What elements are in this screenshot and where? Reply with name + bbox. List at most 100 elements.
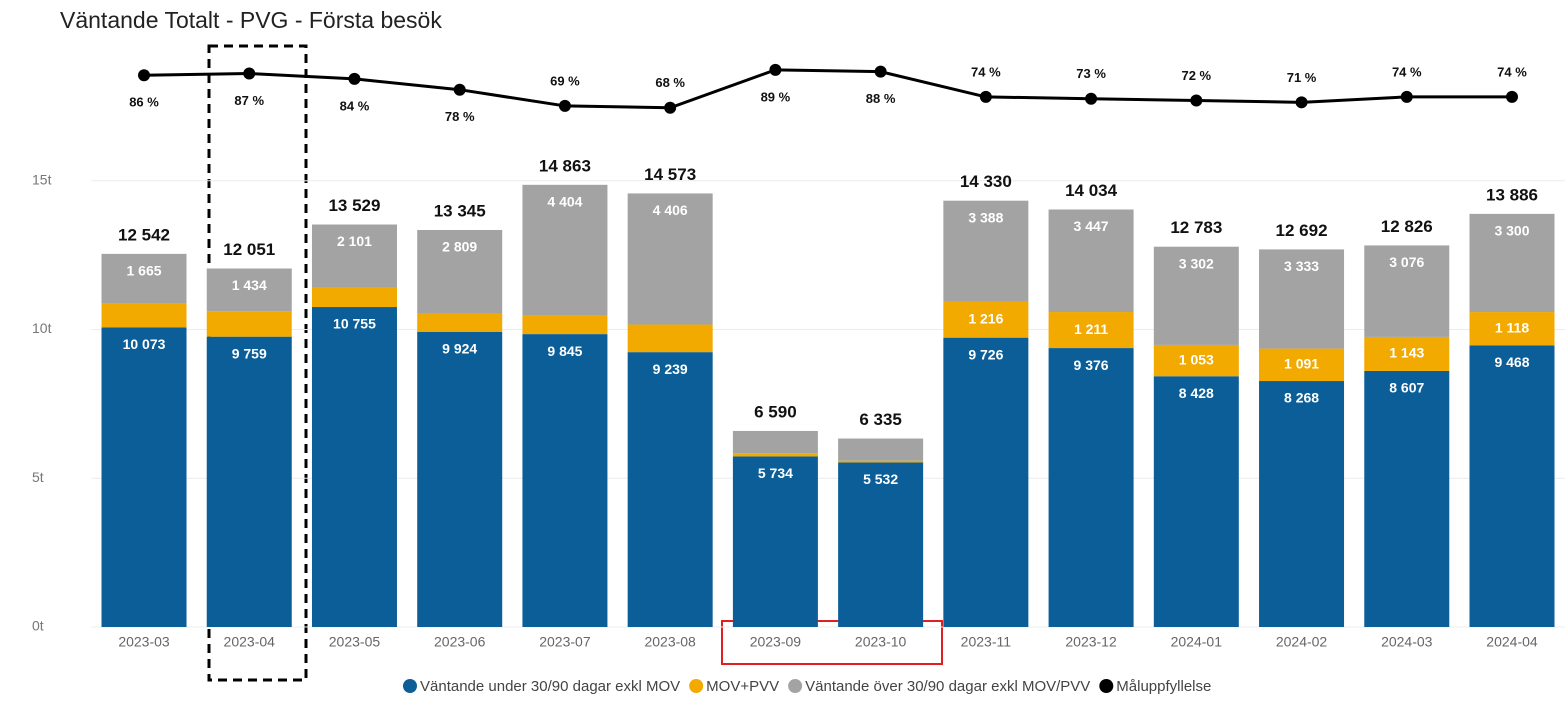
bar-segment: [1364, 370, 1450, 627]
bar-segment: [1048, 209, 1134, 313]
legend-label: Väntande under 30/90 dagar exkl MOV: [420, 678, 680, 695]
bar-segment: [1364, 336, 1450, 371]
line-point: [1295, 96, 1308, 109]
bar-segment: [1469, 345, 1555, 627]
bar-segment: [943, 301, 1029, 338]
y-tick-label: 10t: [32, 320, 52, 336]
data-label: 71 %: [1287, 70, 1317, 85]
bar-segment: [101, 253, 187, 304]
bar-segment: [1364, 245, 1450, 337]
data-label: 89 %: [761, 89, 791, 104]
data-label: 9 468: [1494, 354, 1529, 370]
data-label: 8 428: [1179, 385, 1214, 401]
bar-segment: [311, 224, 397, 288]
data-label: 3 302: [1179, 255, 1214, 271]
data-label: 86 %: [129, 95, 159, 110]
bar-segment: [417, 313, 503, 332]
data-label: 74 %: [1497, 64, 1527, 79]
data-label: 4 404: [547, 194, 582, 210]
bar-segment: [101, 327, 187, 627]
line-point: [874, 65, 887, 78]
total-label: 12 783: [1170, 218, 1222, 237]
bar-segment: [101, 303, 187, 328]
bar-segment: [943, 200, 1029, 302]
data-label: 9 726: [968, 346, 1003, 362]
data-label: 10 073: [123, 336, 166, 352]
y-tick-label: 5t: [32, 469, 44, 485]
total-label: 12 542: [118, 225, 170, 244]
bar-segment: [522, 315, 608, 335]
bar-segment: [1048, 312, 1134, 349]
x-tick-label: 2024-03: [1381, 634, 1433, 650]
legend-label: MOV+PVV: [706, 678, 779, 695]
x-tick-label: 2023-06: [434, 634, 486, 650]
x-tick-label: 2023-05: [329, 634, 381, 650]
x-tick-label: 2023-12: [1065, 634, 1117, 650]
total-label: 13 886: [1486, 185, 1538, 204]
bar-segment: [1469, 213, 1555, 313]
data-label: 1 118: [1495, 319, 1529, 335]
data-label: 3 388: [968, 209, 1003, 225]
x-tick-label: 2024-02: [1276, 634, 1328, 650]
total-label: 12 051: [223, 240, 275, 259]
data-label: 3 333: [1284, 258, 1319, 274]
data-label: 87 %: [234, 93, 264, 108]
line-point: [664, 101, 677, 114]
data-label: 1 216: [968, 310, 1003, 326]
line-point: [1400, 90, 1413, 103]
line-point: [1506, 90, 1519, 103]
total-label: 14 330: [960, 172, 1012, 191]
bar-segment: [732, 453, 818, 457]
x-tick-label: 2023-09: [750, 634, 802, 650]
bar-segment: [206, 311, 292, 337]
line-point: [558, 99, 571, 112]
bar-segment: [522, 334, 608, 627]
legend-marker: [689, 679, 704, 693]
bar-segment: [417, 229, 503, 314]
data-label: 3 300: [1494, 223, 1529, 239]
x-tick-label: 2023-03: [118, 634, 170, 650]
data-label: 2 101: [337, 233, 372, 249]
total-label: 6 590: [754, 402, 797, 421]
bar-segment: [206, 268, 292, 312]
bar-segment: [311, 287, 397, 308]
bar-segment: [1259, 381, 1345, 627]
total-label: 13 529: [328, 196, 380, 215]
line-point: [243, 67, 256, 80]
data-label: 9 924: [442, 340, 477, 356]
data-label: 5 734: [758, 465, 793, 481]
total-label: 13 345: [434, 201, 486, 220]
bar-segment: [417, 331, 503, 627]
y-tick-label: 15t: [32, 171, 52, 187]
data-label: 9 376: [1074, 357, 1109, 373]
legend-marker: [403, 679, 417, 693]
legend-marker: [788, 679, 803, 693]
bar-segment: [627, 352, 713, 627]
x-tick-label: 2024-04: [1486, 634, 1538, 650]
line-point: [769, 63, 782, 76]
bar-segment: [838, 438, 924, 461]
legend-label: Måluppfyllelse: [1116, 678, 1211, 695]
line-series: [143, 68, 1513, 110]
x-tick-label: 2023-04: [224, 634, 276, 650]
data-label: 73 %: [1076, 66, 1106, 81]
data-label: 74 %: [1392, 64, 1422, 79]
total-label: 12 826: [1381, 217, 1433, 236]
x-tick-label: 2023-10: [855, 634, 907, 650]
bar-segment: [311, 307, 397, 627]
line-point: [1190, 94, 1203, 107]
chart-title: Väntande Totalt - PVG - Första besök: [60, 7, 442, 33]
data-label: 68 %: [655, 75, 685, 90]
total-label: 12 692: [1276, 221, 1328, 240]
bar-segment: [732, 456, 818, 627]
bar-segment: [943, 337, 1029, 627]
data-label: 74 %: [971, 64, 1001, 79]
bar-segment: [627, 324, 713, 353]
data-label: 88 %: [866, 91, 896, 106]
data-label: 8 268: [1284, 390, 1319, 406]
line-point: [1085, 92, 1098, 105]
bar-segment: [522, 184, 608, 316]
data-label: 72 %: [1181, 68, 1211, 83]
data-label: 78 %: [445, 109, 475, 124]
